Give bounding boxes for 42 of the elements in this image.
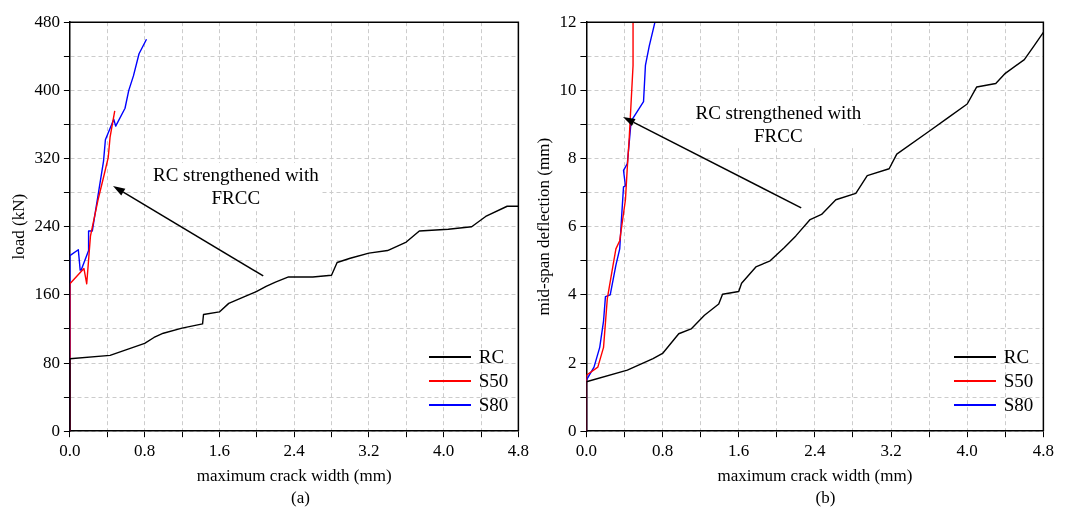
y-axis-title: load (kN) xyxy=(8,193,28,260)
y-tick-label: 0 xyxy=(51,420,60,440)
x-tick-label: 0.0 xyxy=(59,440,81,460)
legend-label: RC xyxy=(478,346,505,369)
x-tick-label: 4.0 xyxy=(433,440,455,460)
annotation: RC strengthened with FRCC xyxy=(693,101,864,148)
y-tick-label: 0 xyxy=(567,420,577,440)
y-tick-label: 10 xyxy=(559,79,577,99)
y-tick-label: 240 xyxy=(34,216,60,236)
y-tick-label: 480 xyxy=(34,11,60,31)
y-tick-label: 4 xyxy=(567,284,577,304)
x-tick-label: 0.8 xyxy=(651,440,674,460)
y-tick-label: 80 xyxy=(42,352,60,372)
x-tick-label: 3.2 xyxy=(358,440,380,460)
y-axis-title: mid-span deflection (mm) xyxy=(533,137,553,316)
y-tick-label: 400 xyxy=(34,79,60,99)
y-tick-label: 12 xyxy=(559,11,577,31)
y-tick-label: 6 xyxy=(567,216,577,236)
annotation: RC strengthened with FRCC xyxy=(150,162,321,209)
legend-label: S50 xyxy=(1003,370,1034,393)
y-tick-label: 8 xyxy=(567,148,577,167)
x-tick-label: 1.6 xyxy=(208,440,231,460)
y-tick-label: 2 xyxy=(567,352,577,372)
y-tick-label: 160 xyxy=(34,284,60,304)
x-tick-label: 3.2 xyxy=(880,440,902,460)
y-tick-label: 320 xyxy=(34,148,60,167)
x-tick-label: 2.4 xyxy=(804,440,827,460)
x-tick-label: 2.4 xyxy=(283,440,306,460)
x-tick-label: 4.0 xyxy=(956,440,978,460)
legend-label: S50 xyxy=(478,370,509,393)
x-tick-label: 4.8 xyxy=(1032,440,1054,460)
text: (b) xyxy=(814,488,837,508)
legend-label: S80 xyxy=(478,394,509,417)
x-tick-label: 0.8 xyxy=(134,440,156,460)
x-tick-label: 1.6 xyxy=(728,440,750,460)
text: (a) xyxy=(290,488,311,508)
legend-label: RC xyxy=(1003,346,1030,369)
legend-label: S80 xyxy=(1003,394,1034,417)
x-axis-title: maximum crack width (mm) xyxy=(196,466,392,486)
x-tick-label: 4.8 xyxy=(507,440,529,460)
x-axis-title: maximum crack width (mm) xyxy=(717,466,913,486)
x-tick-label: 0.0 xyxy=(575,440,598,460)
